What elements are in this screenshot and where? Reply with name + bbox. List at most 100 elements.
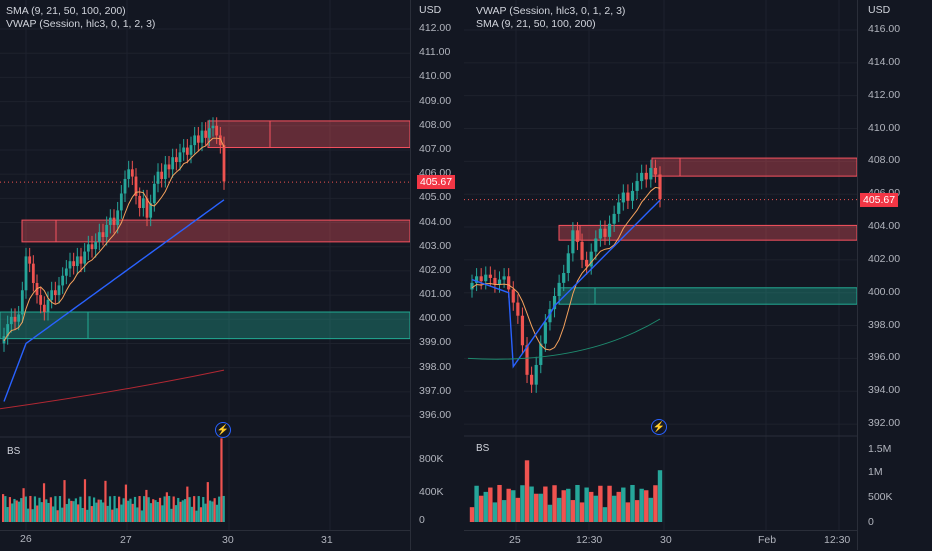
volume-bar: [149, 503, 153, 522]
legend-sma[interactable]: SMA (9, 21, 50, 100, 200): [6, 5, 126, 17]
candle-body: [530, 374, 534, 385]
candle-body: [218, 135, 222, 146]
volume-bar: [138, 496, 141, 522]
volume-bar: [49, 497, 52, 522]
volume-bar: [115, 508, 118, 522]
candle-body: [589, 251, 593, 267]
candle-body: [580, 241, 584, 260]
axis-tick-label: 25: [509, 534, 521, 546]
candle-body: [575, 230, 580, 242]
candle-body: [215, 125, 219, 136]
candle-body: [196, 135, 200, 143]
volume-bar: [529, 486, 534, 522]
volume-bar: [653, 485, 658, 522]
axis-tick-label: 397.00: [419, 384, 452, 397]
axis-tick-label: 412.00: [419, 22, 452, 34]
volume-bar: [165, 492, 168, 522]
axis-tick-label: 12:30: [576, 534, 603, 546]
axis-tick-label: 410.00: [868, 121, 901, 134]
left-time-axis[interactable]: 26 27 30 31: [0, 530, 410, 551]
candle-body: [585, 259, 589, 267]
right-time-axis[interactable]: 25 12:30 30 Feb 12:30: [464, 530, 857, 551]
legend-sma[interactable]: SMA (9, 21, 50, 100, 200): [476, 18, 596, 30]
volume-bar: [99, 499, 103, 522]
candle-body: [46, 299, 50, 313]
volume-bar: [81, 508, 84, 522]
volume-bar: [589, 491, 594, 522]
candle-body: [566, 253, 570, 274]
volume-bar: [15, 500, 18, 522]
right-price-axis[interactable]: USD 416.00414.00412.00410.00408.00406.00…: [857, 0, 932, 550]
volume-bar: [86, 509, 89, 522]
volume-bar: [172, 496, 175, 522]
axis-tick-label: Feb: [758, 534, 777, 546]
volume-bar: [520, 485, 525, 522]
volume-bar: [206, 482, 209, 522]
candle-body: [635, 181, 639, 191]
lightning-icon[interactable]: ⚡: [651, 419, 667, 435]
volume-bar: [570, 500, 576, 522]
candle-body: [86, 244, 90, 252]
right-chart-canvas[interactable]: [464, 0, 857, 550]
axis-tick-label: 408.00: [868, 154, 901, 167]
volume-bar: [639, 488, 644, 522]
volume-bar: [538, 493, 543, 522]
volume-bar: [65, 504, 68, 522]
volume-bar: [213, 498, 216, 522]
volume-bar: [556, 497, 562, 522]
candle-body: [112, 217, 116, 225]
volume-bar: [478, 495, 484, 522]
lightning-icon[interactable]: ⚡: [215, 422, 231, 438]
candle-body: [520, 315, 525, 346]
candle-body: [204, 130, 208, 138]
vwap-line: [3, 199, 225, 402]
axis-tick-label: 409.00: [419, 94, 452, 107]
legend-vwap[interactable]: VWAP (Session, hlc3, 0, 1, 2, 3): [6, 18, 156, 30]
candle-body: [6, 324, 10, 337]
left-chart-canvas[interactable]: [0, 0, 410, 550]
right-chart-pane[interactable]: VWAP (Session, hlc3, 0, 1, 2, 3) SMA (9,…: [464, 0, 857, 550]
left-chart-pane[interactable]: SMA (9, 21, 50, 100, 200) VWAP (Session,…: [0, 0, 410, 550]
volume-bar: [488, 487, 493, 522]
candle-body: [621, 192, 625, 203]
volume-bar: [156, 501, 159, 522]
axis-tick-label: 403.00: [419, 239, 452, 252]
volume-bar: [113, 495, 116, 522]
candle-body: [539, 343, 543, 365]
candle-body: [497, 279, 502, 285]
volume-bar: [31, 509, 34, 522]
volume-bar: [152, 499, 155, 522]
volume-bar: [45, 499, 48, 522]
candle-body: [75, 256, 79, 267]
candle-body: [543, 322, 547, 344]
candle-body: [13, 316, 17, 322]
volume-bar: [515, 497, 521, 522]
axis-tick-label: 0: [419, 514, 425, 526]
sma-line: [471, 186, 661, 351]
candle-body: [571, 230, 575, 254]
candle-body: [145, 198, 149, 218]
demand-zone: [0, 311, 410, 340]
axis-tick-label: 408.00: [419, 118, 452, 131]
legend-vwap[interactable]: VWAP (Session, hlc3, 0, 1, 2, 3): [476, 5, 626, 17]
volume-bar: [129, 498, 132, 522]
candle-body: [90, 244, 94, 250]
candle-body: [470, 282, 474, 290]
candle-body: [488, 274, 492, 278]
volume-bar: [104, 480, 107, 522]
axis-tick-label: 401.00: [419, 288, 452, 301]
volume-bar: [616, 491, 621, 522]
candle-body: [594, 238, 598, 252]
volume-bar: [511, 490, 516, 522]
volume-bar: [163, 496, 166, 522]
supply-zone: [21, 219, 410, 243]
volume-bar: [54, 496, 57, 522]
candle-body: [493, 277, 497, 285]
volume-bar: [644, 490, 649, 522]
candle-body: [598, 228, 602, 239]
supply-zone: [558, 224, 857, 241]
candle-body: [552, 296, 557, 310]
volume-bar: [533, 493, 539, 522]
left-price-axis[interactable]: USD 412.00 411.00 410.00 409.00 408.00 407.00…: [410, 0, 463, 550]
axis-tick-label: 800K: [419, 453, 444, 465]
